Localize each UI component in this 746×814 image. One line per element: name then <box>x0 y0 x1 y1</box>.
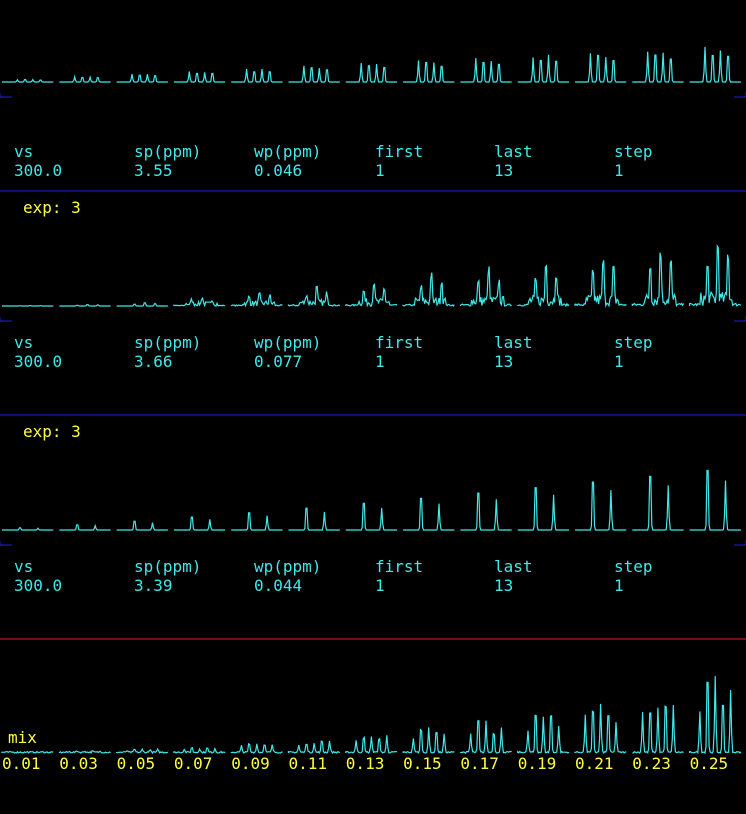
axis-label: 0.19 <box>518 754 557 773</box>
param-value: 3.39 <box>134 576 173 595</box>
bracket <box>734 93 746 98</box>
param-header: sp(ppm) <box>134 333 201 352</box>
axis-label: 0.09 <box>231 754 270 773</box>
bracket <box>734 541 746 546</box>
param-header: step <box>614 333 653 352</box>
param-value: 300.0 <box>14 576 62 595</box>
param-header: sp(ppm) <box>134 142 201 161</box>
axis-label: 0.25 <box>690 754 729 773</box>
param-value: 1 <box>375 576 385 595</box>
axis-label: 0.17 <box>460 754 499 773</box>
param-value: 1 <box>375 352 385 371</box>
axis-label: 0.21 <box>575 754 614 773</box>
param-header: vs <box>14 333 33 352</box>
axis-label: 0.13 <box>346 754 385 773</box>
axis-label: 0.03 <box>59 754 98 773</box>
param-header: vs <box>14 142 33 161</box>
axis-label: 0.23 <box>632 754 671 773</box>
param-value: 3.55 <box>134 161 173 180</box>
spectrum-trace <box>2 243 742 308</box>
param-value: 13 <box>494 352 513 371</box>
param-header: last <box>494 142 533 161</box>
param-value: 0.077 <box>254 352 302 371</box>
param-header: step <box>614 557 653 576</box>
param-value: 1 <box>375 161 385 180</box>
param-header: wp(ppm) <box>254 333 321 352</box>
spectrum-trace <box>2 469 741 531</box>
param-header: first <box>375 557 423 576</box>
bracket <box>0 317 12 322</box>
param-header: wp(ppm) <box>254 142 321 161</box>
param-header: wp(ppm) <box>254 557 321 576</box>
param-value: 1 <box>614 352 624 371</box>
param-value: 13 <box>494 576 513 595</box>
bracket <box>0 93 12 98</box>
param-value: 300.0 <box>14 161 62 180</box>
param-header: step <box>614 142 653 161</box>
param-value: 0.044 <box>254 576 302 595</box>
bracket <box>734 317 746 322</box>
spectrum-trace <box>2 46 741 83</box>
param-value: 1 <box>614 161 624 180</box>
param-value: 13 <box>494 161 513 180</box>
param-header: first <box>375 142 423 161</box>
param-header: last <box>494 333 533 352</box>
axis-label: 0.15 <box>403 754 442 773</box>
bracket <box>0 541 12 546</box>
param-header: last <box>494 557 533 576</box>
experiment-label: exp: 3 <box>23 198 81 217</box>
experiment-label: exp: 3 <box>23 422 81 441</box>
experiment-label: mix <box>8 728 37 747</box>
param-value: 300.0 <box>14 352 62 371</box>
param-header: first <box>375 333 423 352</box>
param-value: 1 <box>614 576 624 595</box>
axis-label: 0.05 <box>117 754 156 773</box>
axis-label: 0.01 <box>2 754 41 773</box>
param-value: 0.046 <box>254 161 302 180</box>
axis-label: 0.11 <box>289 754 328 773</box>
param-header: sp(ppm) <box>134 557 201 576</box>
param-header: vs <box>14 557 33 576</box>
param-value: 3.66 <box>134 352 173 371</box>
spectrum-trace <box>1 676 742 755</box>
axis-label: 0.07 <box>174 754 213 773</box>
